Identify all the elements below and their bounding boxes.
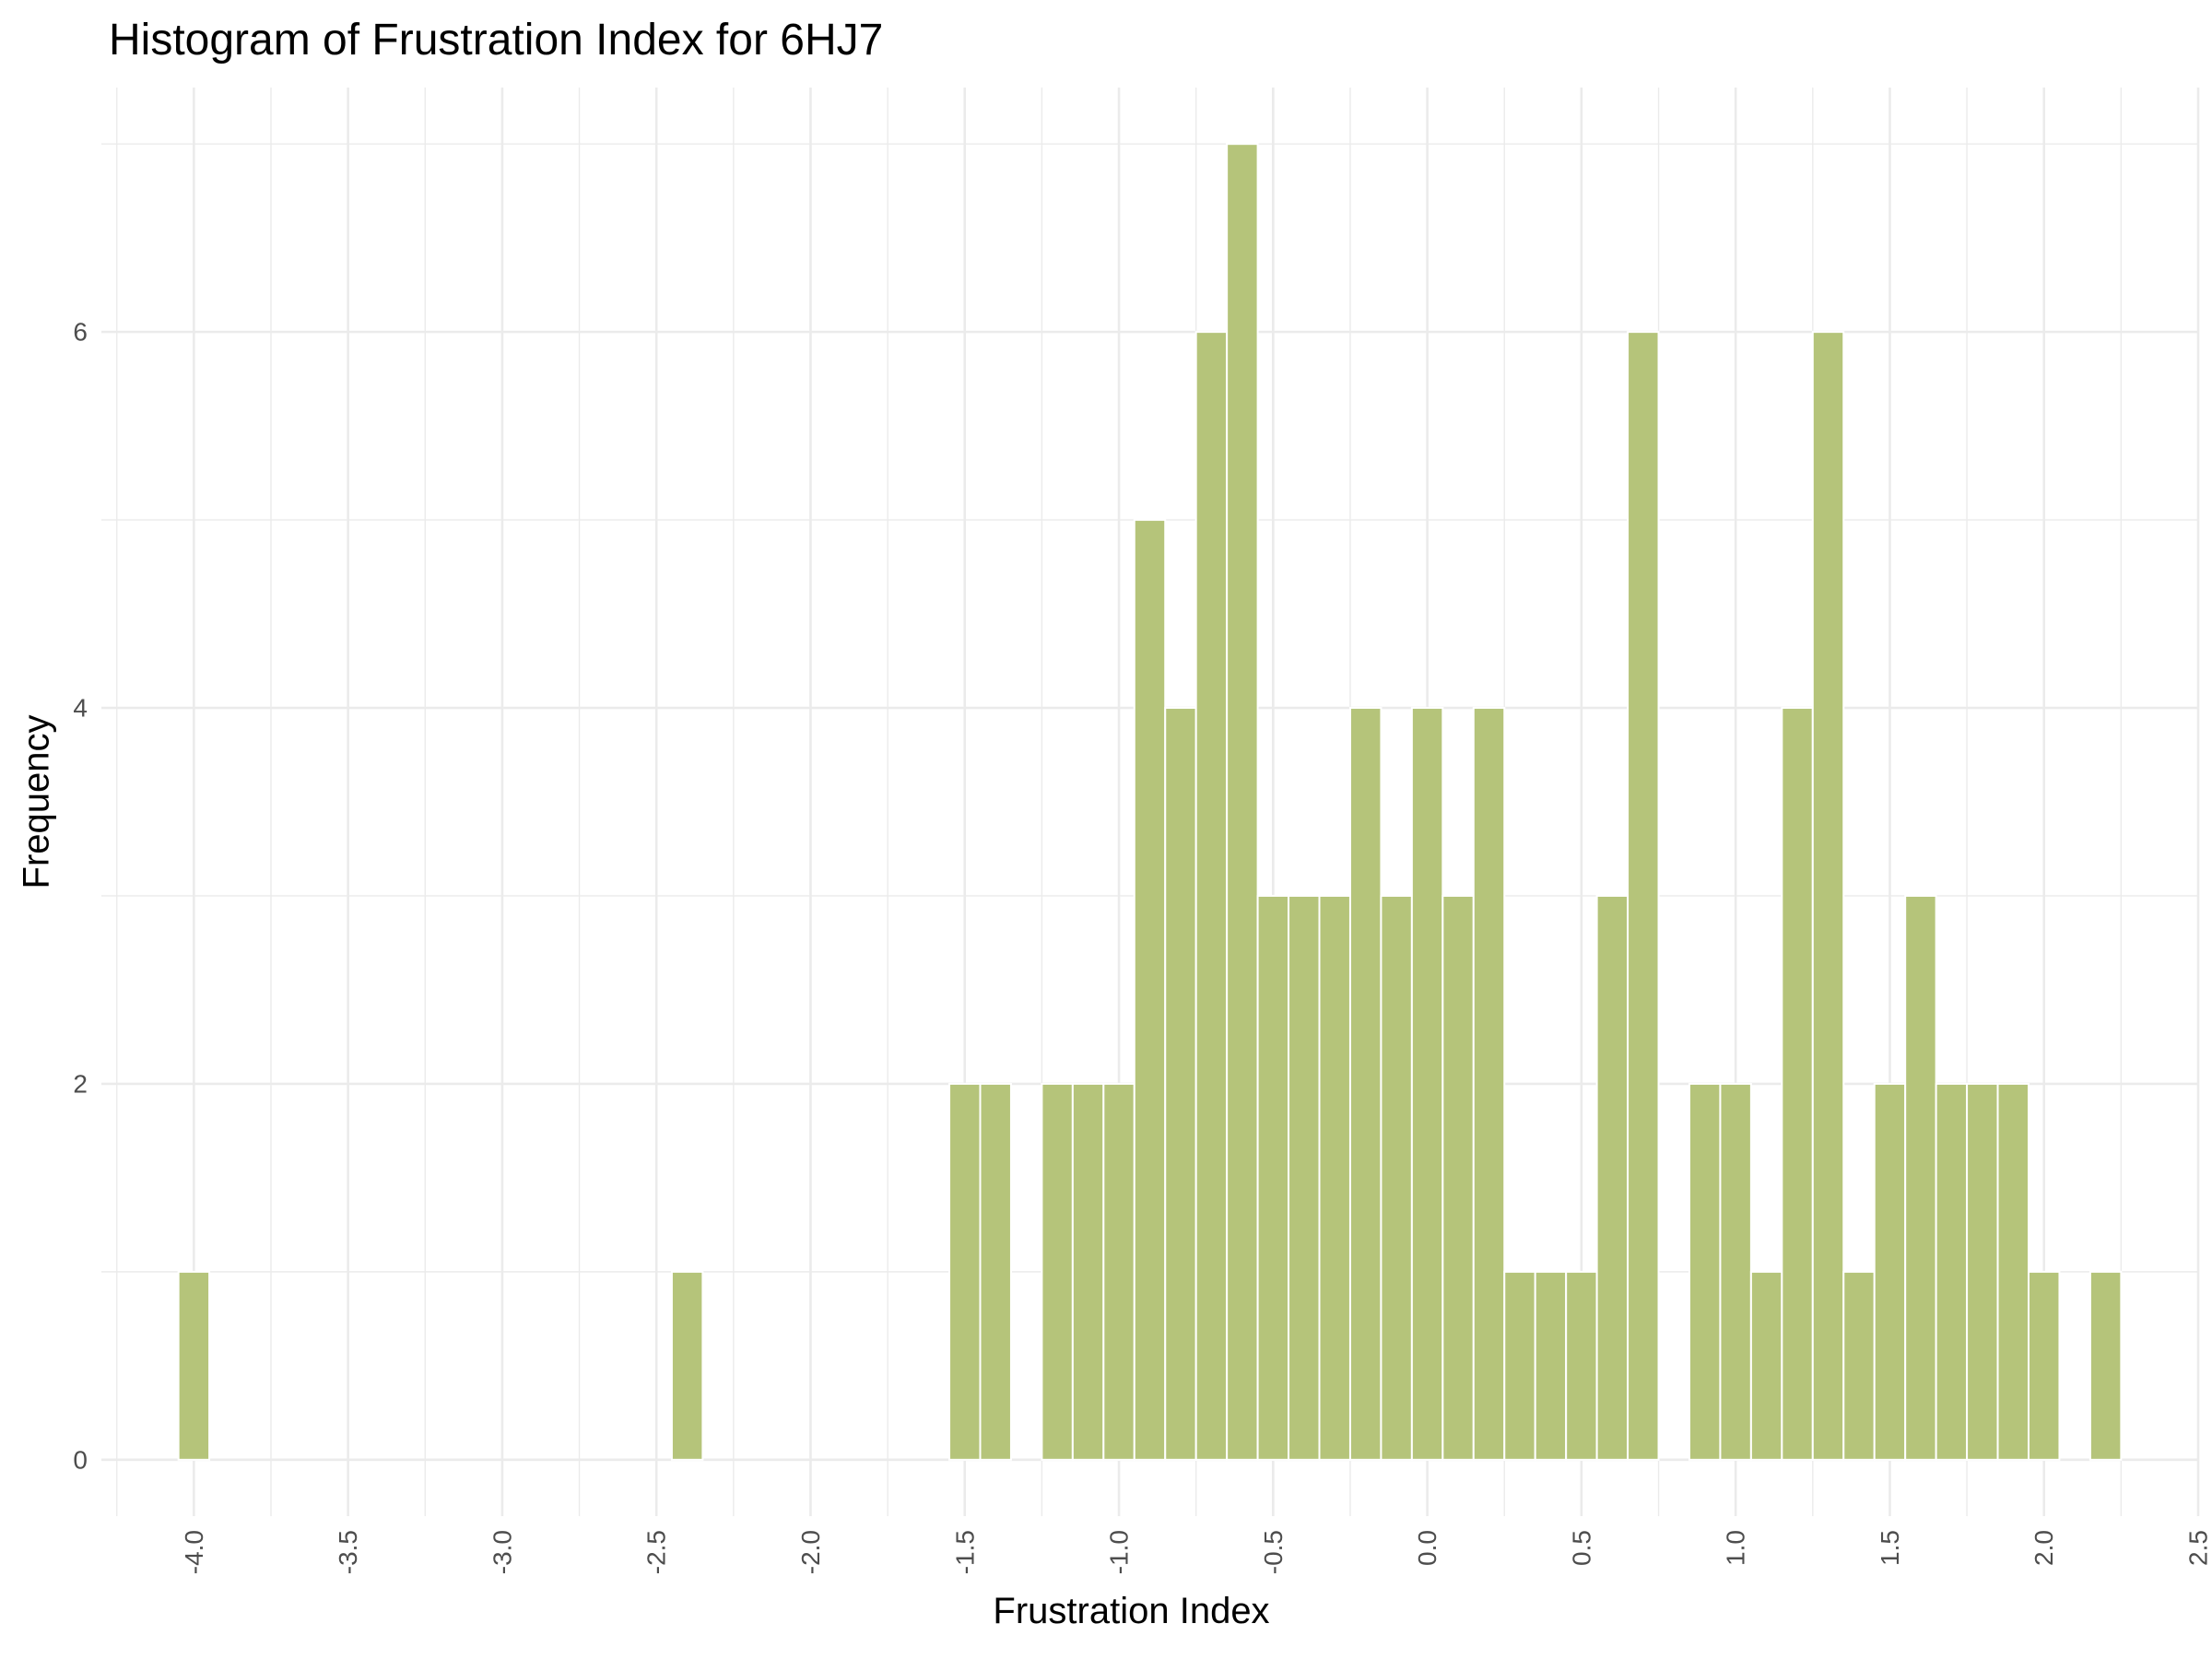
x-tick-label: -0.5 bbox=[1259, 1530, 1288, 1574]
histogram-bar bbox=[1842, 1270, 1876, 1461]
histogram-bar bbox=[1226, 143, 1259, 1461]
x-tick-label: -3.5 bbox=[334, 1530, 362, 1574]
histogram-bar bbox=[1348, 707, 1382, 1461]
histogram-bar bbox=[1380, 894, 1413, 1461]
histogram-bar bbox=[1873, 1082, 1907, 1461]
x-tick-label: -2.0 bbox=[796, 1530, 825, 1574]
histogram-bar bbox=[948, 1082, 982, 1461]
histogram-bar bbox=[2088, 1270, 2123, 1461]
x-tick-label: -1.0 bbox=[1105, 1530, 1134, 1574]
histogram-bar bbox=[1996, 1082, 2030, 1461]
histogram-bar bbox=[1102, 1082, 1135, 1461]
histogram-bar bbox=[670, 1270, 704, 1461]
histogram-bar bbox=[979, 1082, 1012, 1461]
x-tick-label: 2.5 bbox=[2184, 1530, 2212, 1566]
histogram-bar bbox=[177, 1270, 211, 1461]
histogram-bars bbox=[177, 143, 2123, 1461]
histogram-bar bbox=[1133, 519, 1167, 1461]
histogram-bar bbox=[1503, 1270, 1536, 1461]
x-tick-label: -1.5 bbox=[950, 1530, 979, 1574]
chart-title: Histogram of Frustration Index for 6HJ7 bbox=[109, 16, 884, 65]
histogram-bar bbox=[1288, 894, 1321, 1461]
histogram-bar bbox=[1781, 707, 1814, 1461]
x-tick-label: 0.5 bbox=[1567, 1530, 1595, 1566]
histogram-bar bbox=[1904, 894, 1937, 1461]
histogram-bar bbox=[1318, 894, 1351, 1461]
histogram-bar bbox=[1441, 894, 1475, 1461]
x-tick-label: 1.0 bbox=[1722, 1530, 1750, 1566]
x-tick-label: 1.5 bbox=[1876, 1530, 1904, 1566]
histogram-bar bbox=[1719, 1082, 1752, 1461]
y-axis-label: Frequency bbox=[16, 714, 57, 889]
histogram-bar bbox=[1194, 331, 1229, 1461]
histogram-bar bbox=[1811, 331, 1845, 1461]
histogram-bar bbox=[1627, 331, 1660, 1461]
y-axis-ticks: 0 2 4 6 bbox=[73, 318, 88, 1475]
histogram-bar bbox=[1256, 894, 1290, 1461]
x-axis-label: Frustration Index bbox=[993, 1591, 1270, 1631]
histogram-bar bbox=[1071, 1082, 1105, 1461]
histogram-bar bbox=[1534, 1270, 1568, 1461]
histogram-bar bbox=[1935, 1082, 1969, 1461]
histogram-bar bbox=[2027, 1270, 2061, 1461]
x-axis-ticks: -4.0 -3.5 -3.0 -2.5 -2.0 -1.5 -1.0 -0.5 0.0 0.5 1.… bbox=[180, 1530, 2212, 1574]
histogram-bar bbox=[1595, 894, 1630, 1461]
histogram-bar bbox=[1688, 1082, 1722, 1461]
x-tick-label: 2.0 bbox=[2030, 1530, 2058, 1566]
y-tick-label: 2 bbox=[73, 1069, 88, 1098]
x-tick-label: 0.0 bbox=[1413, 1530, 1441, 1566]
histogram-bar bbox=[1410, 707, 1444, 1461]
histogram-bar bbox=[1749, 1270, 1783, 1461]
x-tick-label: -2.5 bbox=[642, 1530, 671, 1574]
y-tick-label: 4 bbox=[73, 694, 88, 723]
histogram-bar bbox=[1041, 1082, 1074, 1461]
y-tick-label: 0 bbox=[73, 1445, 88, 1474]
histogram-bar bbox=[1565, 1270, 1598, 1461]
x-tick-label: -4.0 bbox=[180, 1530, 208, 1574]
histogram-bar bbox=[1164, 707, 1197, 1461]
x-tick-label: -3.0 bbox=[488, 1530, 516, 1574]
histogram-bar bbox=[1472, 707, 1506, 1461]
y-tick-label: 6 bbox=[73, 318, 88, 347]
histogram-bar bbox=[1966, 1082, 1999, 1461]
